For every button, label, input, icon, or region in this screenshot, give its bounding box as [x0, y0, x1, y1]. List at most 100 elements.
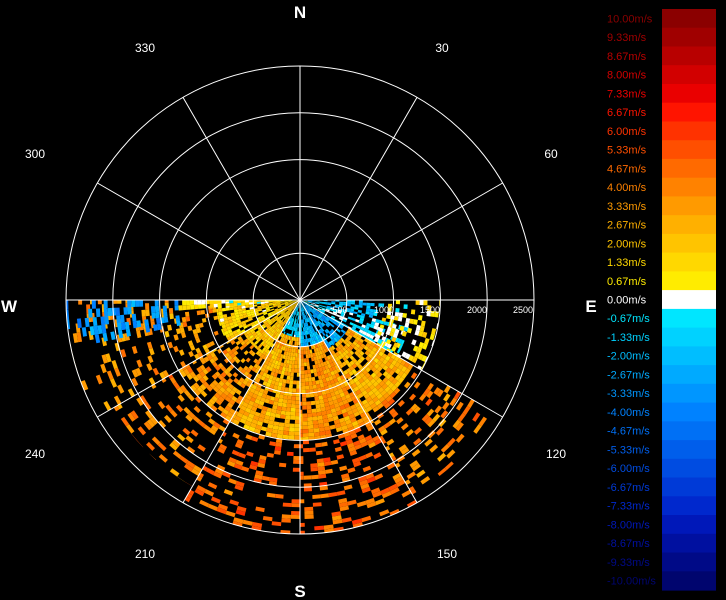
echo-cell — [302, 331, 304, 336]
echo-cell — [351, 317, 356, 322]
echo-cell — [310, 369, 314, 374]
echo-cell — [266, 324, 271, 329]
echo-cell — [258, 312, 264, 316]
colorbar-swatch — [662, 158, 716, 179]
echo-cell — [218, 322, 222, 326]
echo-cell — [183, 389, 191, 397]
echo-cell — [355, 336, 361, 341]
echo-cell — [371, 387, 378, 394]
colorbar-label: -6.00m/s — [607, 463, 650, 475]
echo-cell — [234, 442, 243, 449]
echo-cell — [325, 405, 331, 411]
echo-cell — [415, 324, 421, 331]
echo-cell — [301, 319, 303, 324]
echo-cell — [307, 413, 313, 418]
echo-cell — [315, 442, 322, 448]
echo-cell — [275, 413, 281, 419]
echo-cell — [314, 304, 319, 307]
echo-cell — [231, 449, 240, 457]
echo-cell — [286, 324, 289, 329]
echo-cell — [365, 472, 375, 480]
echo-cell — [288, 431, 295, 436]
echo-cell — [296, 323, 298, 328]
echo-cell — [375, 334, 381, 340]
echo-cell — [305, 305, 309, 309]
echo-cell — [363, 345, 369, 351]
echo-cell — [405, 429, 414, 437]
echo-cell — [388, 375, 395, 383]
echo-cell — [124, 321, 130, 330]
echo-cell — [232, 355, 238, 361]
echo-cell — [322, 353, 327, 358]
echo-cell — [259, 413, 266, 419]
echo-cell — [371, 366, 377, 373]
echo-cell — [259, 388, 265, 394]
echo-cell — [110, 331, 116, 340]
echo-cell — [373, 452, 382, 460]
echo-cell — [269, 358, 274, 363]
echo-cell — [363, 384, 370, 390]
echo-cell — [205, 352, 211, 357]
echo-cell — [237, 321, 242, 326]
echo-cell — [280, 386, 286, 392]
echo-cell — [307, 326, 310, 331]
echo-cell — [280, 341, 284, 346]
colorbar-label: -2.67m/s — [607, 370, 650, 382]
echo-cell — [101, 324, 107, 334]
echo-cell — [276, 344, 280, 349]
colorbar-label: 7.33m/s — [607, 88, 647, 100]
echo-cell — [350, 308, 355, 312]
echo-cell — [217, 503, 228, 511]
echo-cell — [269, 383, 275, 389]
echo-cell — [373, 325, 379, 330]
echo-cell — [234, 410, 239, 416]
colorbar-label: -4.67m/s — [607, 426, 650, 438]
echo-cell — [359, 479, 369, 486]
echo-cell — [347, 426, 355, 432]
echo-cell — [286, 311, 290, 316]
echo-cell — [207, 482, 218, 490]
echo-cell — [348, 446, 356, 453]
echo-cell — [263, 389, 269, 395]
echo-cell — [97, 325, 103, 335]
echo-cell — [286, 311, 290, 315]
echo-cell — [275, 493, 284, 499]
echo-cell — [186, 366, 193, 374]
echo-cell — [283, 359, 288, 364]
echo-cell — [424, 416, 433, 425]
echo-cell — [151, 312, 156, 319]
echo-cell — [207, 354, 213, 361]
echo-cell — [418, 341, 425, 349]
echo-cell — [254, 474, 263, 480]
echo-cell — [271, 521, 282, 527]
echo-cell — [292, 305, 295, 310]
colorbar-label: 0.67m/s — [607, 276, 647, 288]
echo-cell — [214, 365, 221, 372]
echo-cell — [413, 427, 422, 435]
echo-cell — [330, 391, 336, 397]
echo-cell — [183, 368, 190, 376]
echo-cell — [222, 332, 226, 336]
echo-cell — [383, 421, 391, 429]
echo-cell — [300, 444, 304, 449]
echo-cell — [265, 323, 270, 327]
echo-cell — [314, 352, 319, 357]
echo-cell — [349, 379, 355, 385]
echo-cell — [292, 326, 295, 331]
echo-cell — [267, 378, 273, 384]
echo-cell — [407, 370, 411, 375]
echo-cell — [332, 333, 337, 338]
echo-cell — [280, 345, 284, 351]
echo-cell — [353, 440, 361, 447]
echo-cell — [374, 473, 384, 481]
echo-cell — [241, 414, 248, 421]
echo-cell — [291, 322, 294, 327]
echo-cell — [279, 316, 284, 320]
echo-cell — [301, 303, 303, 308]
echo-cell — [456, 401, 464, 411]
echo-cell — [321, 345, 326, 350]
echo-cell — [313, 356, 317, 361]
echo-cell — [345, 419, 352, 425]
echo-cell — [383, 402, 391, 409]
echo-cell — [283, 314, 287, 318]
